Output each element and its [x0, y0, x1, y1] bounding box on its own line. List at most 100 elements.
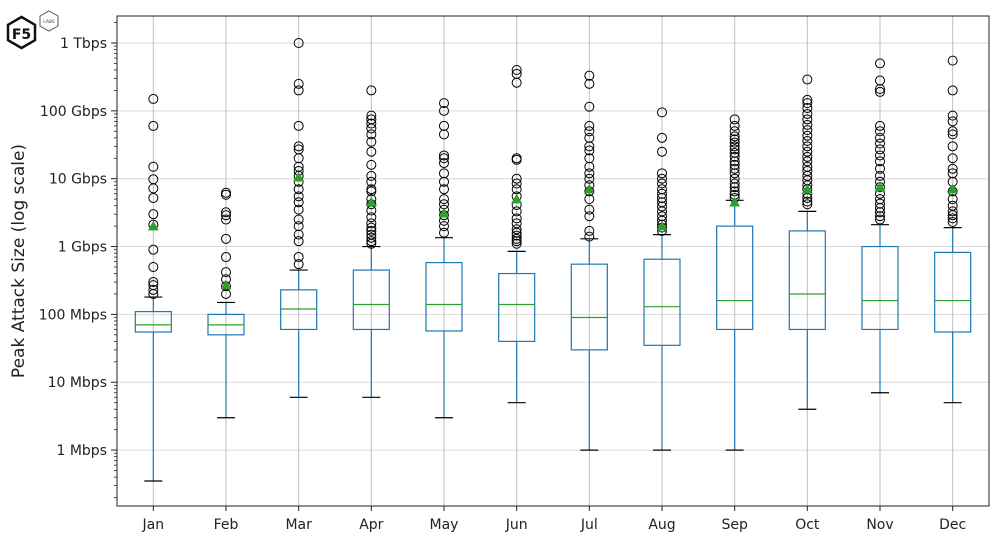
box-feb [207, 187, 245, 419]
x-tick-label: May [430, 517, 459, 533]
outlier-point [148, 161, 159, 172]
outlier-point [293, 144, 304, 155]
mean-marker [365, 196, 377, 207]
box-may [425, 98, 463, 419]
outlier-point [511, 230, 522, 241]
outlier-point [657, 107, 667, 118]
outlier-point [875, 214, 885, 225]
y-tick-label: 1 Mbps [56, 443, 107, 459]
outlier-point [511, 65, 522, 76]
outlier-point [729, 178, 740, 189]
outlier-point [511, 213, 522, 224]
outlier-point [511, 153, 522, 164]
mean-marker [511, 193, 523, 204]
outlier-point [947, 200, 958, 211]
outlier-point [875, 163, 885, 174]
outlier-point [293, 236, 304, 247]
y-tick-label: 1 Tbps [60, 36, 107, 52]
outlier-point [293, 259, 304, 270]
outlier-point [511, 173, 522, 184]
outlier-point [148, 277, 159, 288]
outlier-point [293, 252, 304, 263]
outlier-point [875, 194, 885, 205]
outlier-point [439, 98, 449, 109]
outlier-point [802, 161, 813, 172]
outlier-point [657, 132, 667, 143]
outlier-point [148, 120, 159, 131]
outlier-point [293, 214, 304, 225]
box-dec [934, 55, 972, 404]
box-jul [570, 70, 608, 451]
box-aug [643, 107, 681, 451]
outlier-point [584, 168, 595, 179]
outlier-point [584, 70, 595, 81]
outlier-point [148, 192, 159, 203]
outlier-point [366, 118, 377, 129]
outlier-point [366, 218, 377, 229]
y-tick-label: 1 Gbps [58, 240, 107, 256]
grid [117, 16, 989, 506]
outlier-point [729, 163, 740, 174]
outlier-point [511, 178, 522, 189]
outlier-point [439, 227, 449, 238]
logo-hexagon-icon [6, 15, 37, 50]
outlier-point [584, 225, 595, 236]
boxes [134, 38, 972, 482]
outlier-point [366, 176, 377, 187]
outlier-point [875, 126, 885, 137]
outlier-point [584, 132, 595, 143]
outlier-point [875, 144, 885, 155]
outlier-point [293, 204, 304, 215]
outlier-point [148, 244, 159, 255]
outlier-point [511, 238, 522, 249]
outlier-point [657, 173, 667, 184]
outlier-point [802, 98, 813, 109]
outlier-point [584, 120, 595, 131]
outlier-point [148, 174, 159, 185]
outlier-point [875, 138, 885, 149]
outlier-point [875, 170, 885, 181]
box-nov [861, 58, 899, 394]
iqr-box [134, 310, 172, 333]
outlier-point [366, 232, 377, 243]
x-tick-label: Jan [142, 517, 165, 533]
outlier-point [293, 191, 304, 202]
outlier-point [947, 116, 958, 127]
box-sep [716, 114, 754, 451]
outlier-point [729, 159, 740, 170]
outlier-point [875, 211, 885, 222]
outlier-point [657, 178, 667, 189]
outlier-point [729, 168, 740, 179]
mean-marker [801, 183, 813, 194]
outlier-point [511, 233, 522, 244]
outlier-point [802, 108, 813, 119]
outlier-point [366, 159, 377, 170]
outlier-point [293, 120, 304, 131]
outlier-point [148, 209, 159, 220]
mean-marker [147, 220, 159, 231]
outlier-point [511, 236, 522, 247]
outlier-point [947, 213, 958, 224]
iqr-box [934, 251, 972, 333]
outlier-point [875, 150, 885, 161]
outlier-point [221, 210, 231, 221]
y-tick-label: 10 Mbps [48, 375, 107, 391]
outlier-point [366, 136, 377, 147]
outlier-point [802, 146, 813, 157]
outlier-point [729, 137, 740, 148]
outlier-point [221, 187, 231, 198]
mean-marker [293, 171, 305, 182]
x-tick-label: Sep [721, 517, 748, 533]
outlier-point [802, 94, 813, 105]
outlier-point [584, 211, 595, 222]
outlier-point [802, 125, 813, 136]
outlier-point [293, 141, 304, 152]
x-tick-label: Nov [866, 517, 893, 533]
outlier-point [802, 196, 813, 207]
outlier-point [875, 75, 885, 86]
outlier-point [947, 141, 958, 152]
mean-marker [947, 183, 959, 194]
outlier-point [366, 170, 377, 181]
outlier-point [657, 168, 667, 179]
